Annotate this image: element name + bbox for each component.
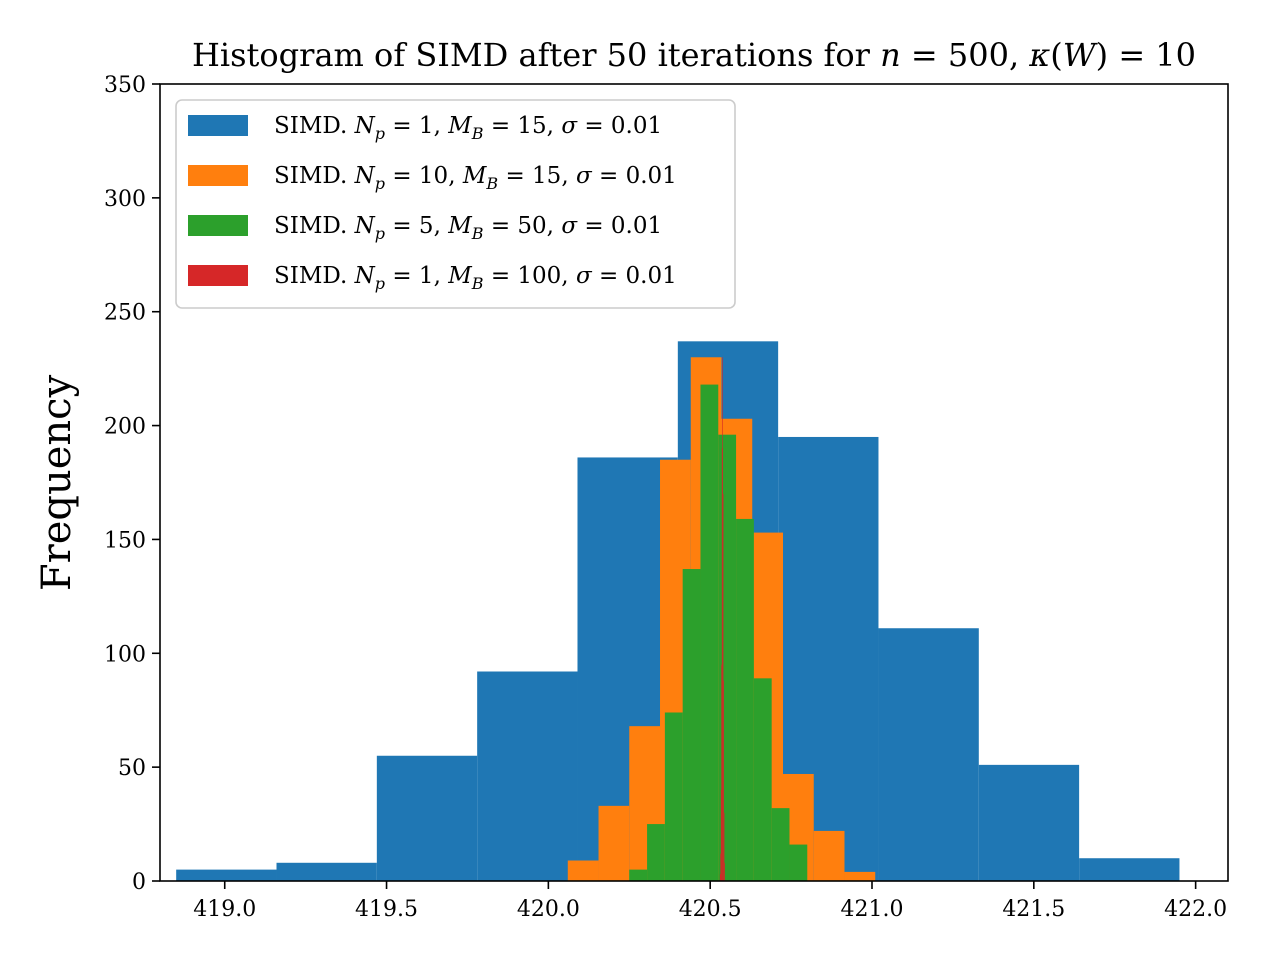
histogram-bar (753, 678, 772, 881)
x-tick-label: 419.5 (355, 897, 418, 922)
legend-swatch (188, 265, 248, 286)
x-tick-label: 421.0 (841, 897, 904, 922)
series-4-bars (719, 357, 725, 881)
legend-label: SIMD. Np = 1, MB = 15, σ = 0.01 (274, 113, 662, 143)
y-axis-label: Frequency (34, 374, 80, 591)
x-tick-label: 421.5 (1002, 897, 1065, 922)
histogram-bar (176, 869, 277, 881)
x-tick-label: 420.0 (517, 897, 580, 922)
histogram-bar (724, 862, 725, 881)
x-axis-ticks: 419.0 419.5 420.0 420.5 421.0 421.5 422.0 (193, 881, 1227, 922)
legend-entry: SIMD. Np = 1, MB = 100, σ = 0.01 (188, 263, 677, 293)
x-tick-label: 419.0 (193, 897, 256, 922)
chart-title: Histogram of SIMD after 50 iterations fo… (192, 36, 1196, 74)
legend-swatch (188, 115, 248, 136)
histogram-bar (978, 764, 1080, 881)
x-tick-label: 420.5 (679, 897, 742, 922)
histogram-bar (771, 808, 790, 881)
histogram-bar (376, 755, 478, 881)
y-tick-label: 0 (132, 870, 146, 895)
histogram-bar (477, 671, 578, 881)
histogram-bar (629, 869, 648, 881)
histogram-bar (700, 384, 719, 881)
legend-entry: SIMD. Np = 1, MB = 15, σ = 0.01 (188, 113, 662, 143)
histogram-bar (647, 824, 665, 881)
histogram-bar (789, 844, 808, 881)
histogram-bar (720, 789, 722, 881)
y-tick-label: 200 (104, 415, 146, 440)
legend: SIMD. Np = 1, MB = 15, σ = 0.01 SIMD. Np … (175, 99, 736, 309)
histogram-bar (682, 569, 701, 881)
histogram-bar (723, 812, 725, 881)
histogram-bars (176, 341, 1180, 881)
legend-label: SIMD. Np = 10, MB = 15, σ = 0.01 (274, 163, 677, 193)
histogram-bar (720, 853, 721, 881)
histogram-bar (276, 862, 377, 881)
x-tick-label: 422.0 (1164, 897, 1227, 922)
legend-swatch (188, 165, 248, 186)
y-tick-label: 250 (104, 301, 146, 326)
histogram-bar (567, 860, 599, 881)
histogram-bar (721, 448, 723, 881)
histogram-bar (722, 493, 724, 881)
y-tick-label: 300 (104, 187, 146, 212)
histogram-bar (721, 664, 722, 881)
plot-frame (159, 83, 1229, 882)
histogram-bar (813, 830, 845, 881)
legend-label: SIMD. Np = 1, MB = 100, σ = 0.01 (274, 263, 677, 293)
histogram-bar (598, 805, 630, 881)
legend-frame (175, 99, 736, 309)
y-tick-label: 100 (104, 642, 146, 667)
legend-entry: SIMD. Np = 10, MB = 15, σ = 0.01 (188, 163, 677, 193)
histogram-bar (722, 357, 723, 881)
legend-label: SIMD. Np = 5, MB = 50, σ = 0.01 (274, 213, 662, 243)
y-tick-label: 50 (118, 756, 146, 781)
histogram-bar (664, 712, 683, 881)
y-axis-ticks: 0 50 100 150 200 250 300 350 (104, 73, 160, 895)
histogram-bar (723, 680, 724, 881)
y-tick-label: 150 (104, 528, 146, 553)
histogram-bar (844, 871, 876, 881)
histogram-bar (736, 518, 754, 881)
y-tick-label: 350 (104, 73, 146, 98)
histogram-bar (719, 874, 721, 881)
histogram-bar (878, 628, 979, 881)
histogram-bar (1079, 858, 1180, 881)
legend-entry: SIMD. Np = 5, MB = 50, σ = 0.01 (188, 213, 662, 243)
legend-swatch (188, 215, 248, 236)
